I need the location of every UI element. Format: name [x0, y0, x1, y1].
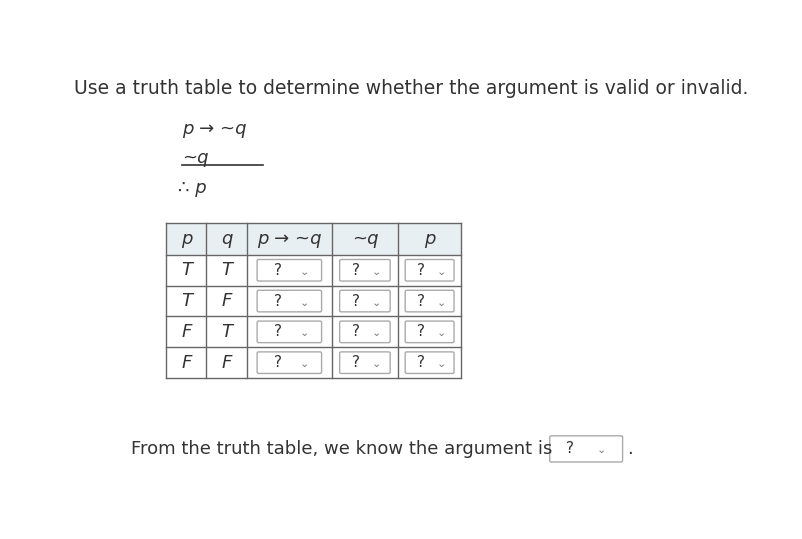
Text: F: F: [221, 292, 232, 310]
Text: .: .: [627, 440, 633, 458]
Text: p → ~q: p → ~q: [181, 120, 246, 138]
Text: T: T: [180, 292, 192, 310]
Text: ⌄: ⌄: [436, 298, 446, 308]
Text: ⌄: ⌄: [372, 267, 382, 277]
Text: F: F: [221, 354, 232, 372]
FancyBboxPatch shape: [405, 291, 454, 312]
Text: ⌄: ⌄: [597, 445, 606, 455]
FancyBboxPatch shape: [340, 259, 391, 281]
Text: F: F: [181, 323, 192, 341]
FancyBboxPatch shape: [405, 352, 454, 374]
Text: Use a truth table to determine whether the argument is valid or invalid.: Use a truth table to determine whether t…: [74, 79, 748, 98]
Text: ?: ?: [352, 294, 360, 308]
Text: F: F: [181, 354, 192, 372]
Text: ⌄: ⌄: [436, 267, 446, 277]
FancyBboxPatch shape: [405, 259, 454, 281]
Text: ?: ?: [417, 355, 425, 370]
Text: ?: ?: [274, 294, 282, 308]
Text: T: T: [180, 261, 192, 279]
Text: ⌄: ⌄: [300, 328, 310, 338]
Text: ⌄: ⌄: [372, 298, 382, 308]
FancyBboxPatch shape: [549, 436, 622, 462]
FancyBboxPatch shape: [257, 352, 322, 374]
FancyBboxPatch shape: [257, 321, 322, 343]
Text: ~q: ~q: [351, 230, 379, 248]
Text: ⌄: ⌄: [436, 328, 446, 338]
Text: ?: ?: [274, 355, 282, 370]
Text: ?: ?: [566, 441, 574, 457]
FancyBboxPatch shape: [257, 259, 322, 281]
Text: q: q: [221, 230, 233, 248]
FancyBboxPatch shape: [340, 291, 391, 312]
FancyBboxPatch shape: [340, 321, 391, 343]
Text: ⌄: ⌄: [300, 359, 310, 369]
FancyBboxPatch shape: [340, 352, 391, 374]
Text: ?: ?: [352, 355, 360, 370]
Text: ?: ?: [417, 324, 425, 340]
Text: ⌄: ⌄: [372, 328, 382, 338]
Text: ?: ?: [274, 263, 282, 278]
Text: p: p: [424, 230, 435, 248]
Text: ~q: ~q: [181, 149, 209, 168]
Text: ?: ?: [352, 324, 360, 340]
Text: ⌄: ⌄: [436, 359, 446, 369]
Text: From the truth table, we know the argument is: From the truth table, we know the argume…: [132, 440, 553, 458]
Text: ?: ?: [352, 263, 360, 278]
FancyBboxPatch shape: [166, 223, 461, 255]
FancyBboxPatch shape: [405, 321, 454, 343]
Text: ⌄: ⌄: [300, 267, 310, 277]
Text: ?: ?: [417, 294, 425, 308]
Text: p → ~q: p → ~q: [257, 230, 322, 248]
Text: ⌄: ⌄: [300, 298, 310, 308]
Text: T: T: [221, 261, 232, 279]
Text: ⌄: ⌄: [372, 359, 382, 369]
Text: T: T: [221, 323, 232, 341]
Text: ?: ?: [417, 263, 425, 278]
Text: ?: ?: [274, 324, 282, 340]
Text: p: p: [180, 230, 192, 248]
Text: ∴ p: ∴ p: [178, 178, 206, 197]
FancyBboxPatch shape: [257, 291, 322, 312]
